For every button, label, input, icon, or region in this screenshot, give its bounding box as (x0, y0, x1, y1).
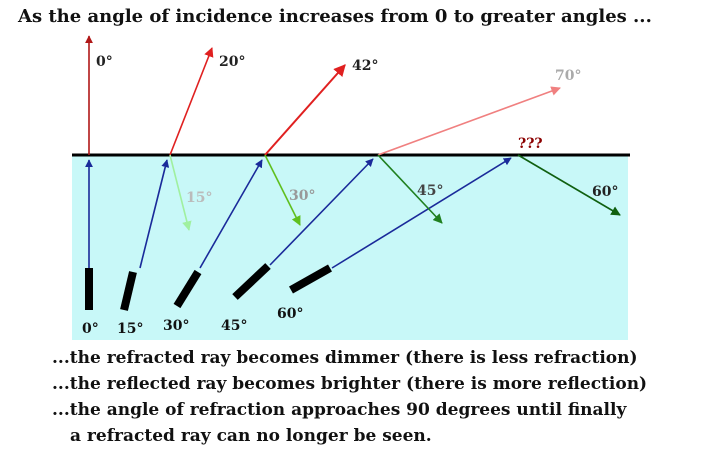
laser-45 (232, 263, 271, 300)
refracted-ray-42 (264, 64, 346, 156)
reflected-label-60: 60° (592, 184, 618, 200)
refracted-ray-20 (169, 47, 214, 156)
laser-15 (120, 271, 137, 311)
laser-30 (173, 269, 202, 309)
refracted-label-70: 70° (555, 68, 581, 84)
water (72, 155, 628, 340)
reflected-ray-60 (517, 154, 621, 216)
incidence-label-0: 0° (82, 321, 99, 337)
laser-60 (289, 264, 332, 294)
refracted-label-20: 20° (219, 54, 245, 70)
incident-rays (85, 157, 512, 269)
incidence-label-60: 60° (277, 306, 303, 322)
incidence-label-45: 45° (221, 318, 247, 334)
incident-ray-45 (269, 158, 374, 266)
refracted-ray-70 (377, 86, 561, 156)
reflected-label-30: 30° (289, 188, 315, 204)
incident-ray-30 (199, 159, 263, 269)
incident-ray-60 (331, 157, 512, 269)
diagram-title: As the angle of incidence increases from… (18, 6, 652, 27)
incidence-label-15: 15° (117, 321, 143, 337)
note-2: ...the reflected ray becomes brighter (t… (52, 374, 648, 394)
note-3: ...the angle of refraction approaches 90… (52, 400, 627, 420)
lasers (85, 263, 332, 311)
incidence-label-30: 30° (163, 318, 189, 334)
incident-ray-15 (139, 159, 170, 269)
note-1: ...the refracted ray becomes dimmer (the… (52, 348, 638, 368)
note-4: a refracted ray can no longer be seen. (70, 426, 432, 446)
refracted-label-0: 0° (96, 54, 113, 70)
reflected-label-45: 45° (417, 183, 443, 199)
reflected-label-15: 15° (186, 190, 212, 206)
refracted-label-42: 42° (352, 58, 378, 74)
reflected-ray-45 (377, 154, 443, 224)
reflected-ray-15 (169, 154, 192, 231)
refracted-label-none: ??? (518, 136, 543, 152)
reflected-ray-30 (264, 154, 301, 226)
